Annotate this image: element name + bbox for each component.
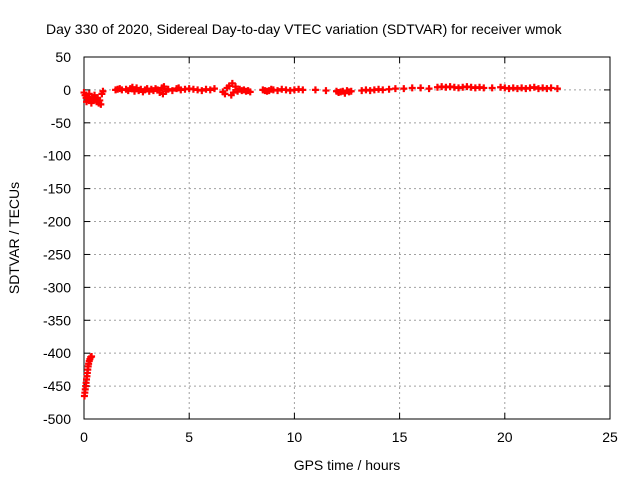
y-tick-label: -50 (51, 115, 71, 131)
data-point (425, 85, 433, 93)
data-point (417, 84, 425, 92)
x-tick-label: 0 (80, 429, 88, 445)
y-tick-label: 0 (63, 82, 71, 98)
plot-frame (83, 56, 611, 420)
data-point (229, 89, 237, 97)
y-tick-label: 50 (55, 49, 71, 65)
data-points (80, 79, 561, 400)
data-point (246, 88, 254, 96)
data-point (206, 86, 214, 94)
data-point (164, 85, 172, 93)
data-point (488, 84, 496, 92)
data-point (99, 87, 107, 95)
data-point (299, 86, 307, 94)
data-point (530, 83, 538, 91)
data-point (347, 87, 355, 95)
y-tick-label: -300 (43, 279, 71, 295)
data-point (160, 83, 168, 91)
data-point (322, 87, 330, 95)
y-tick-label: -100 (43, 148, 71, 164)
data-point (408, 84, 416, 92)
data-point (274, 87, 282, 95)
x-tick-label: 10 (287, 429, 303, 445)
x-tick-label: 20 (497, 429, 513, 445)
data-point (221, 90, 229, 98)
x-tick-label: 15 (392, 429, 408, 445)
data-point (400, 85, 408, 93)
y-axis-ticks: 50 0 -50 -100 -150 -200 -250 -300 -350 -400 -450 -5… (43, 49, 610, 427)
y-tick-label: -350 (43, 312, 71, 328)
data-point (168, 87, 176, 95)
x-tick-label: 25 (602, 429, 618, 445)
y-tick-label: -250 (43, 246, 71, 262)
x-tick-label: 5 (185, 429, 193, 445)
data-point (97, 100, 105, 108)
data-point (198, 87, 206, 95)
data-point (480, 84, 488, 92)
data-point (88, 352, 96, 360)
grid-lines (84, 57, 610, 419)
x-axis-title: GPS time / hours (294, 457, 401, 473)
data-point (385, 85, 393, 93)
data-point (210, 85, 218, 93)
y-tick-label: -500 (43, 411, 71, 427)
data-point (379, 86, 387, 94)
y-tick-label: -150 (43, 181, 71, 197)
y-tick-label: -400 (43, 345, 71, 361)
data-point (547, 84, 555, 92)
y-axis-title: SDTVAR / TECUs (6, 182, 22, 294)
y-tick-label: -200 (43, 214, 71, 230)
chart-title: Day 330 of 2020, Sidereal Day-to-day VTE… (46, 21, 563, 37)
data-point (311, 86, 319, 94)
y-tick-label: -450 (43, 378, 71, 394)
data-point (391, 85, 399, 93)
data-point (553, 85, 561, 93)
data-point (231, 83, 239, 91)
x-axis-ticks: 0 5 10 15 20 25 (80, 57, 618, 445)
